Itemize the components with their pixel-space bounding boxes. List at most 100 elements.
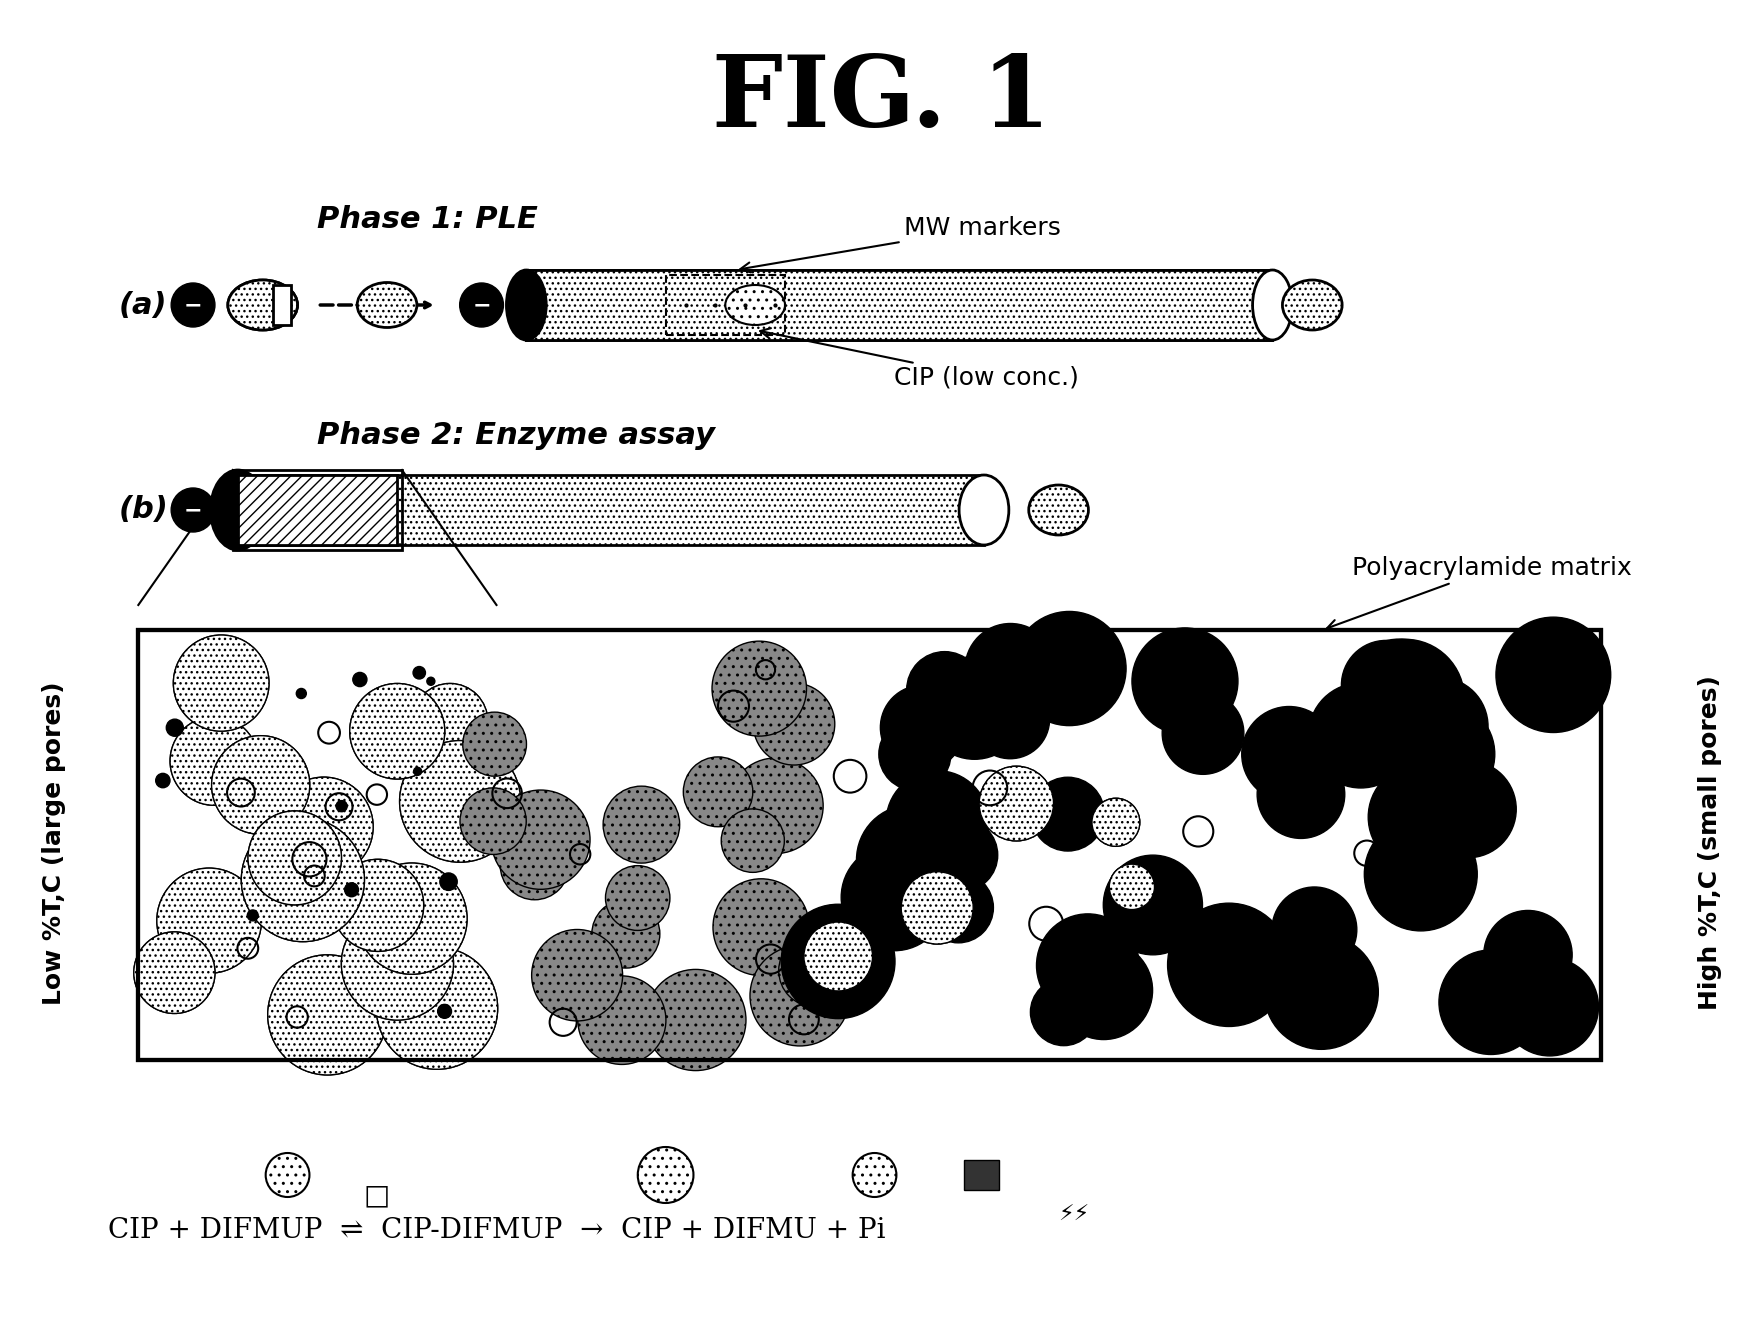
Bar xyxy=(665,275,786,334)
Circle shape xyxy=(645,970,745,1070)
Circle shape xyxy=(1168,902,1291,1026)
Circle shape xyxy=(1391,749,1494,854)
Circle shape xyxy=(728,757,823,854)
Text: Phase 1: PLE: Phase 1: PLE xyxy=(317,205,538,235)
Circle shape xyxy=(781,904,895,1018)
Circle shape xyxy=(803,923,872,991)
Circle shape xyxy=(856,804,966,915)
Circle shape xyxy=(167,719,184,736)
Circle shape xyxy=(460,788,526,854)
Circle shape xyxy=(923,873,993,943)
Bar xyxy=(239,475,396,545)
Circle shape xyxy=(638,1147,693,1203)
Circle shape xyxy=(1338,681,1438,782)
Text: CIP + DIFMUP  ⇌  CIP-DIFMUP  →  CIP + DIFMU + Pi: CIP + DIFMUP ⇌ CIP-DIFMUP → CIP + DIFMU … xyxy=(107,1217,886,1244)
Circle shape xyxy=(965,623,1056,714)
Circle shape xyxy=(886,771,989,874)
Circle shape xyxy=(1103,855,1203,955)
Circle shape xyxy=(1093,798,1140,846)
Circle shape xyxy=(1391,677,1487,775)
Text: □: □ xyxy=(365,1180,389,1209)
Ellipse shape xyxy=(210,470,265,551)
Bar xyxy=(965,1160,998,1190)
Circle shape xyxy=(879,719,951,791)
Text: ⚡⚡: ⚡⚡ xyxy=(1058,1205,1089,1225)
Circle shape xyxy=(356,864,467,974)
Circle shape xyxy=(577,976,667,1065)
Text: −: − xyxy=(184,295,202,316)
Circle shape xyxy=(412,666,426,680)
Circle shape xyxy=(1419,760,1515,858)
Bar xyxy=(526,270,1272,340)
Circle shape xyxy=(803,923,872,991)
Circle shape xyxy=(274,778,374,877)
Circle shape xyxy=(242,818,365,941)
Text: −: − xyxy=(472,295,491,316)
Circle shape xyxy=(881,685,965,770)
Circle shape xyxy=(902,872,973,944)
Circle shape xyxy=(1345,639,1454,748)
Circle shape xyxy=(1031,778,1105,851)
Circle shape xyxy=(133,932,216,1014)
Circle shape xyxy=(491,790,589,889)
Bar xyxy=(526,270,1272,340)
Circle shape xyxy=(1242,706,1337,802)
Circle shape xyxy=(268,955,388,1074)
Circle shape xyxy=(463,712,526,776)
Circle shape xyxy=(400,740,521,862)
Text: (a): (a) xyxy=(119,290,168,320)
Circle shape xyxy=(296,689,307,698)
Circle shape xyxy=(1496,618,1610,732)
Circle shape xyxy=(412,684,488,760)
Circle shape xyxy=(212,736,310,834)
Circle shape xyxy=(349,684,446,779)
Circle shape xyxy=(852,1154,896,1197)
Circle shape xyxy=(907,651,982,728)
Circle shape xyxy=(332,860,424,951)
Ellipse shape xyxy=(1030,485,1089,535)
Ellipse shape xyxy=(1252,270,1293,340)
Text: −: − xyxy=(184,500,202,520)
Circle shape xyxy=(721,808,784,873)
Text: Phase 2: Enzyme assay: Phase 2: Enzyme assay xyxy=(317,420,716,450)
Ellipse shape xyxy=(228,279,298,330)
Ellipse shape xyxy=(1282,279,1342,330)
Circle shape xyxy=(172,283,216,326)
Bar xyxy=(233,470,402,551)
Circle shape xyxy=(174,635,268,731)
Ellipse shape xyxy=(358,282,417,328)
Text: CIP (low conc.): CIP (low conc.) xyxy=(759,328,1079,389)
Circle shape xyxy=(531,929,623,1021)
Ellipse shape xyxy=(726,285,786,325)
Circle shape xyxy=(1484,911,1572,999)
Bar xyxy=(139,630,1601,1060)
Text: MW markers: MW markers xyxy=(740,216,1061,273)
Circle shape xyxy=(212,736,310,834)
Circle shape xyxy=(344,882,358,897)
Circle shape xyxy=(712,878,809,975)
Circle shape xyxy=(426,677,435,685)
Circle shape xyxy=(156,868,261,974)
Circle shape xyxy=(156,774,170,788)
Circle shape xyxy=(1265,935,1379,1049)
Circle shape xyxy=(172,488,216,532)
Circle shape xyxy=(902,872,973,944)
Circle shape xyxy=(979,767,1054,841)
Circle shape xyxy=(377,947,498,1069)
Circle shape xyxy=(265,1154,309,1197)
Circle shape xyxy=(924,819,998,892)
Circle shape xyxy=(337,800,347,811)
Circle shape xyxy=(247,911,258,921)
Text: FIG. 1: FIG. 1 xyxy=(712,51,1051,149)
Ellipse shape xyxy=(228,279,298,330)
Ellipse shape xyxy=(507,270,545,340)
Circle shape xyxy=(1109,864,1154,909)
Text: Polyacrylamide matrix: Polyacrylamide matrix xyxy=(1328,556,1631,630)
Circle shape xyxy=(460,283,503,326)
Circle shape xyxy=(1163,692,1244,775)
Circle shape xyxy=(712,641,807,736)
Text: (b): (b) xyxy=(118,496,168,525)
Circle shape xyxy=(1037,913,1138,1017)
Circle shape xyxy=(1258,751,1345,838)
Circle shape xyxy=(400,740,521,862)
